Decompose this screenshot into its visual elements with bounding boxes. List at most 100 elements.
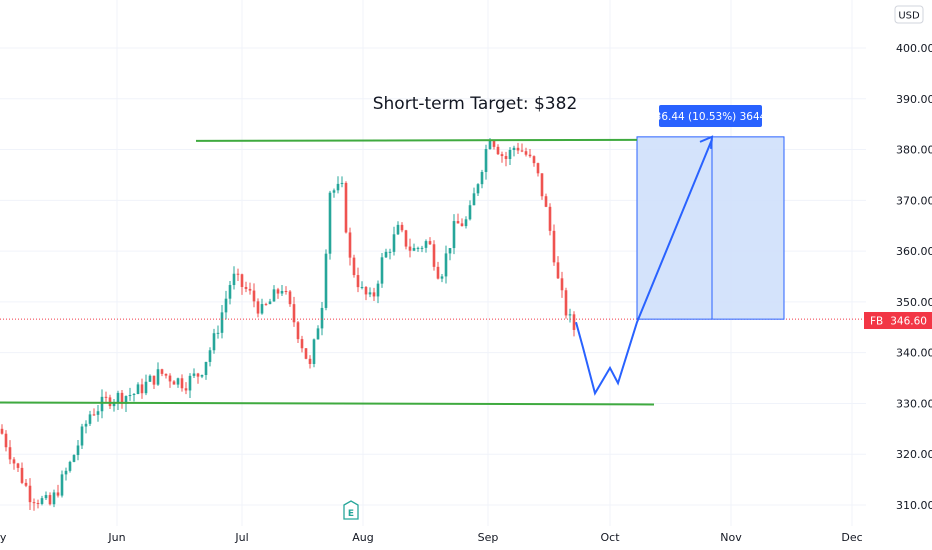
x-axis: May Jun Jul Aug Sep Oct Nov Dec: [0, 531, 863, 544]
candle-body: [512, 147, 516, 150]
candle-body: [528, 154, 532, 157]
candle-body: [160, 369, 164, 374]
candle-body: [376, 283, 380, 297]
candle-body: [24, 482, 28, 486]
candle-body: [412, 247, 416, 251]
candle-body: [336, 183, 340, 191]
projection-path[interactable]: [575, 139, 713, 396]
candle-body: [244, 286, 248, 289]
candle-body: [344, 182, 348, 233]
earnings-marker[interactable]: E: [343, 500, 359, 520]
y-tick-label: 330.00: [896, 397, 932, 410]
candle-body: [64, 470, 68, 475]
candle-body: [420, 247, 424, 249]
candle-body: [116, 392, 120, 403]
candle-body: [16, 463, 20, 468]
candle-body: [372, 292, 376, 297]
resistance-line[interactable]: [195, 138, 638, 142]
y-tick-label: 370.00: [896, 194, 932, 207]
y-tick-label: 380.00: [896, 144, 932, 157]
candle-body: [220, 312, 224, 333]
y-tick-label: 320.00: [896, 448, 932, 461]
candle-body: [240, 274, 244, 287]
candle-body: [124, 396, 128, 404]
candle-body: [232, 273, 236, 286]
candle-body: [184, 388, 188, 391]
candle-body: [104, 396, 108, 398]
candle-body: [80, 426, 84, 446]
candle-body: [212, 333, 216, 351]
candle-body: [416, 247, 420, 249]
candle-body: [536, 163, 540, 174]
last-price-badge: FB 346.60: [864, 312, 932, 329]
chart-title: Short-term Target: $382: [373, 94, 578, 114]
measure-label-background: [659, 105, 762, 127]
candle-body: [12, 459, 16, 464]
candle-body: [40, 498, 44, 504]
candle-body: [228, 285, 232, 299]
candle-body: [548, 206, 552, 231]
candle-body: [408, 246, 412, 251]
candle-body: [392, 234, 396, 252]
candle-body: [92, 414, 96, 416]
candle-body: [208, 350, 212, 362]
currency-badge[interactable]: USD: [894, 5, 924, 24]
candle-body: [292, 304, 296, 323]
candle-body: [304, 348, 308, 359]
x-tick-label: Dec: [841, 531, 862, 544]
candle-body: [540, 173, 544, 197]
candle-body: [144, 381, 148, 394]
candle-body: [356, 275, 360, 288]
candle-body: [224, 298, 228, 313]
candle-body: [492, 140, 496, 147]
candle-body: [48, 495, 52, 505]
candle-body: [216, 332, 220, 334]
x-tick-label: Jul: [234, 531, 248, 544]
candle-body: [436, 266, 440, 279]
currency-badge-text: USD: [898, 11, 920, 22]
earnings-marker-text: E: [348, 509, 354, 519]
candle-body: [112, 402, 116, 407]
candle-body: [4, 433, 8, 448]
candle-body: [552, 230, 556, 263]
candle-body: [388, 251, 392, 253]
candle-body: [236, 273, 240, 275]
measure-label-text: 36.44 (10.53%) 3644: [655, 111, 767, 123]
x-tick-label: Nov: [720, 531, 742, 544]
candle-body: [8, 447, 12, 460]
candle-body: [264, 304, 268, 306]
candle-body: [68, 461, 72, 471]
candle-body: [476, 184, 480, 194]
symbol-label: FB: [870, 316, 883, 328]
candle-body: [332, 190, 336, 193]
candle-body: [400, 224, 404, 231]
candle-body: [108, 397, 112, 407]
candle-body: [172, 381, 176, 385]
candle-body: [308, 358, 312, 364]
x-tick-label: Jun: [107, 531, 125, 544]
candle-body: [280, 290, 284, 294]
candle-body: [328, 192, 332, 254]
y-tick-label: 340.00: [896, 347, 932, 360]
target-range-box[interactable]: [636, 136, 785, 320]
candle-body: [132, 393, 136, 396]
candle-body: [464, 219, 468, 227]
candle-body: [564, 290, 568, 316]
candle-body: [100, 396, 104, 412]
currency-badge-border: [894, 5, 924, 24]
candle-body: [140, 384, 144, 394]
candle-body: [36, 503, 40, 505]
measure-label: 36.44 (10.53%) 3644: [655, 105, 767, 127]
candle-body: [440, 276, 444, 279]
candle-body: [296, 322, 300, 340]
candle-body: [472, 193, 476, 206]
candle-body: [340, 182, 344, 184]
support-line[interactable]: [0, 401, 655, 406]
x-tick-label: Aug: [352, 531, 373, 544]
candle-body: [428, 241, 432, 245]
projection-arrowhead: [699, 135, 714, 149]
candle-body: [300, 339, 304, 349]
candle-body: [252, 290, 256, 302]
candle-body: [72, 455, 76, 462]
